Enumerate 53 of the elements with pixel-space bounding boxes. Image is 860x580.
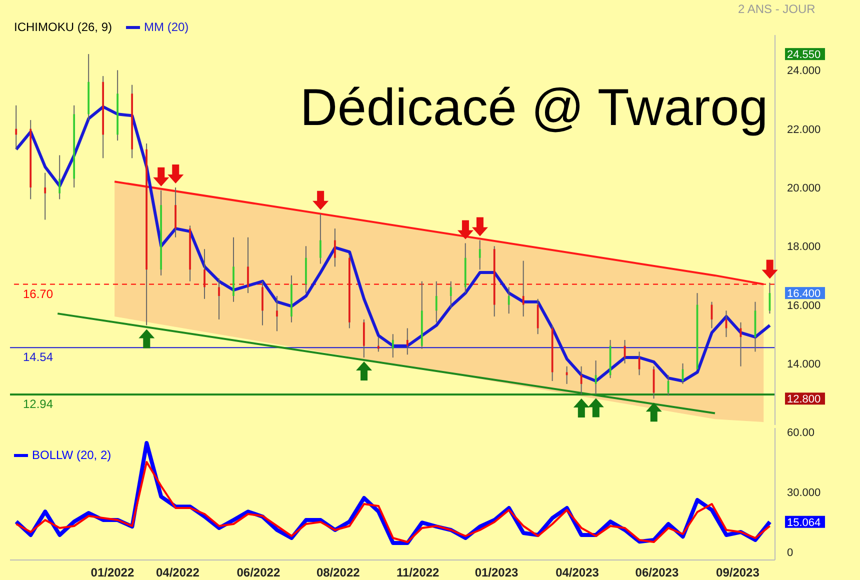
candlestick bbox=[276, 295, 278, 332]
x-tick-label: 04/2023 bbox=[556, 566, 600, 580]
candlestick bbox=[174, 186, 176, 238]
x-tick-label: 01/2022 bbox=[90, 566, 134, 580]
legend-label: MM (20) bbox=[143, 20, 189, 34]
ref-line-label: 12.94 bbox=[23, 397, 54, 412]
candlestick bbox=[377, 336, 380, 352]
ref-line-label: 16.70 bbox=[23, 286, 54, 301]
candlestick bbox=[522, 260, 524, 318]
x-tick-label: 01/2023 bbox=[474, 566, 519, 580]
candlestick bbox=[536, 298, 539, 335]
candlestick bbox=[406, 328, 408, 356]
y-tick-label: 14.000 bbox=[787, 358, 821, 370]
y-tick-label: 30.000 bbox=[787, 487, 821, 499]
line-series bbox=[15, 461, 771, 543]
candlestick bbox=[44, 172, 46, 220]
candlestick bbox=[334, 228, 336, 268]
candlestick bbox=[218, 278, 220, 320]
candlestick bbox=[58, 154, 61, 200]
legend-title: ICHIMOKU (26, 9) bbox=[14, 20, 112, 34]
y-tick-label: 20.000 bbox=[787, 182, 821, 194]
candlestick bbox=[435, 280, 438, 323]
candlestick bbox=[320, 213, 322, 264]
y-tick-label: 60.00 bbox=[787, 427, 815, 439]
candlestick bbox=[508, 286, 510, 314]
y-tick-label: 22.000 bbox=[787, 124, 821, 136]
candlestick bbox=[362, 318, 365, 358]
candlestick bbox=[204, 248, 206, 300]
candlestick bbox=[392, 334, 394, 358]
y-tick-label: 16.400 bbox=[787, 288, 821, 300]
y-tick-label: 12.800 bbox=[787, 394, 821, 406]
candlestick bbox=[247, 236, 249, 294]
y-tick-label: 24.000 bbox=[787, 65, 821, 78]
ref-line-label: 14.54 bbox=[23, 350, 54, 364]
y-tick-label: 15.064 bbox=[787, 516, 821, 529]
x-tick-label: 06/2022 bbox=[236, 566, 280, 580]
x-tick-label: 09/2023 bbox=[716, 566, 760, 580]
annotation: Dédicacé @ Twarog bbox=[300, 78, 768, 138]
x-tick-label: 06/2023 bbox=[635, 566, 679, 580]
candlestick bbox=[450, 280, 452, 308]
candlestick bbox=[478, 240, 481, 270]
x-tick-label: 08/2022 bbox=[316, 566, 360, 580]
chart-subtitle: 2 ANS - JOUR bbox=[738, 2, 816, 16]
x-tick-label: 11/2022 bbox=[396, 566, 440, 580]
candlestick bbox=[15, 104, 18, 150]
x-tick-label: 04/2022 bbox=[156, 566, 200, 580]
y-tick-label: 0 bbox=[787, 547, 794, 559]
candlestick bbox=[262, 280, 264, 326]
y-tick-label: 18.000 bbox=[787, 241, 821, 254]
y-tick-label: 24.550 bbox=[787, 49, 821, 62]
y-tick-label: 16.000 bbox=[787, 300, 821, 312]
legend-label: BOLLW (20, 2) bbox=[31, 448, 112, 462]
candlestick bbox=[566, 366, 568, 384]
